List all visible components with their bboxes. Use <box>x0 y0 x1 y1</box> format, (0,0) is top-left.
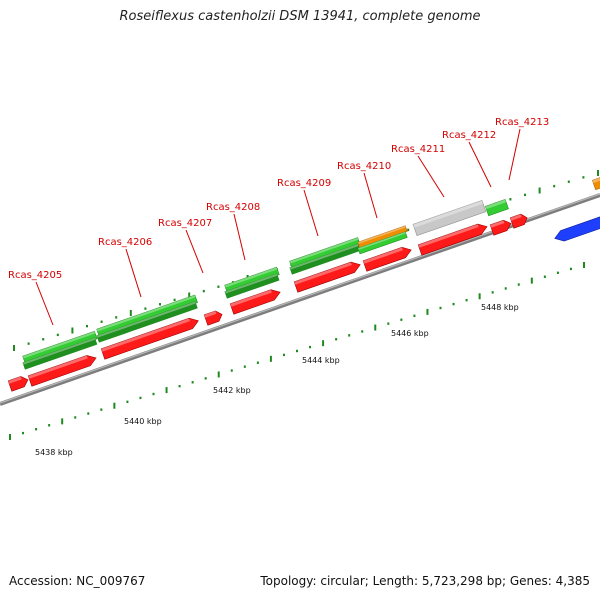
label-leader-line <box>468 141 492 188</box>
gene-block[interactable] <box>224 273 280 299</box>
label-leader-line <box>363 172 378 219</box>
orange-block[interactable] <box>591 177 600 191</box>
gene-features <box>7 177 600 392</box>
scale-label-5448: 5448 kbp <box>481 303 519 312</box>
label-leader-line <box>185 229 204 274</box>
label-leader-line <box>233 213 246 261</box>
gene-label-rcas-4205[interactable]: Rcas_4205 <box>8 270 62 281</box>
label-leaders <box>35 128 521 326</box>
pseudogene-block[interactable] <box>412 199 487 237</box>
gene-block[interactable] <box>96 294 198 338</box>
scale-label-5440: 5440 kbp <box>124 417 162 426</box>
cds-arrow[interactable] <box>27 353 98 387</box>
accession-text: Accession: NC_009767 <box>9 574 146 588</box>
cds-arrow[interactable] <box>509 213 529 229</box>
gene-block[interactable] <box>224 266 280 294</box>
scale-label-5446: 5446 kbp <box>391 329 429 338</box>
cds-arrow[interactable] <box>417 221 489 256</box>
gene-label-rcas-4207[interactable]: Rcas_4207 <box>158 218 212 229</box>
cds-arrow[interactable] <box>362 245 413 272</box>
genome-summary-text: Topology: circular; Length: 5,723,298 bp… <box>260 574 590 588</box>
scale-label-5442: 5442 kbp <box>213 386 251 395</box>
gene-label-rcas-4209[interactable]: Rcas_4209 <box>277 178 331 189</box>
gene-label-rcas-4206[interactable]: Rcas_4206 <box>98 237 152 248</box>
cds-arrow[interactable] <box>100 316 200 360</box>
gene-block[interactable] <box>96 301 198 343</box>
map-title: Roseiflexus castenholzii DSM 13941, comp… <box>119 9 481 24</box>
cds-arrow[interactable] <box>293 259 362 293</box>
label-leader-line <box>35 281 54 326</box>
gene-block[interactable] <box>357 231 408 255</box>
scale-label-5444: 5444 kbp <box>302 356 340 365</box>
gene-label-rcas-4210[interactable]: Rcas_4210 <box>337 161 391 172</box>
cds-arrow[interactable] <box>229 287 282 315</box>
label-leader-line <box>303 189 319 237</box>
cds-arrow[interactable] <box>7 375 30 392</box>
cds-arrow[interactable] <box>203 309 224 326</box>
gene-label-rcas-4208[interactable]: Rcas_4208 <box>206 202 260 213</box>
label-leader-line <box>125 248 142 298</box>
gene-block[interactable] <box>22 337 98 370</box>
gene-label-rcas-4212[interactable]: Rcas_4212 <box>442 130 496 141</box>
blue-cds-arrow[interactable] <box>553 216 600 244</box>
scale-label-5438: 5438 kbp <box>35 448 73 457</box>
gene-label-rcas-4211[interactable]: Rcas_4211 <box>391 144 445 155</box>
gene-block[interactable] <box>289 243 361 275</box>
label-leader-line <box>417 155 445 198</box>
gene-block[interactable] <box>484 198 509 217</box>
gene-label-rcas-4213[interactable]: Rcas_4213 <box>495 117 549 128</box>
cds-arrow[interactable] <box>489 218 513 236</box>
label-leader-line <box>508 128 521 181</box>
